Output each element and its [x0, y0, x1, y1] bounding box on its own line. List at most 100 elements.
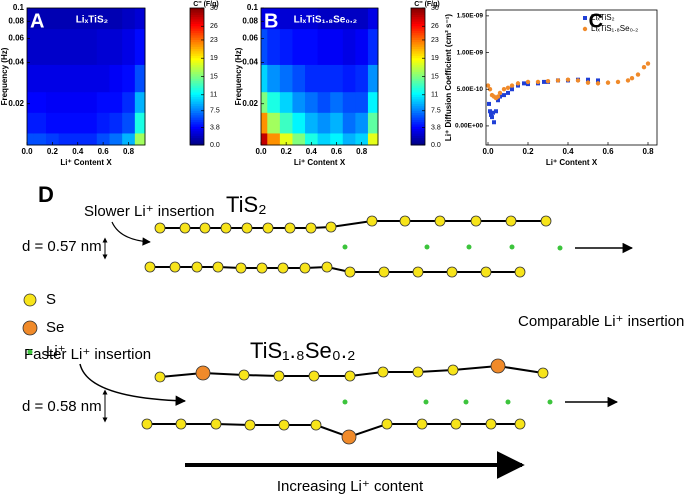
heat-cell	[317, 8, 331, 30]
heat-cell	[109, 91, 123, 113]
colorbar-segment	[411, 101, 425, 105]
heat-cell	[58, 91, 72, 113]
colorbar-segment	[411, 67, 425, 71]
colorbar-segment	[190, 90, 204, 93]
li-ion	[547, 399, 553, 405]
heat-cell	[367, 91, 379, 113]
s-atom	[273, 370, 285, 382]
heat-cell	[279, 112, 293, 134]
colorbar-segment	[411, 71, 425, 75]
x-tick-label: 0.4	[562, 147, 574, 156]
colorbar-segment	[190, 108, 204, 112]
heat-cell	[342, 112, 356, 134]
colorbar-segment	[190, 97, 204, 100]
li-ion	[342, 399, 348, 405]
colorbar-segment	[190, 133, 204, 137]
heat-cell	[109, 132, 123, 146]
x-tick-label: 0.4	[72, 147, 84, 156]
arrow	[79, 363, 187, 406]
colorbar-segment	[411, 42, 425, 46]
heat-cell	[355, 28, 369, 65]
colorbar-segment	[411, 97, 425, 100]
colorbar-segment	[411, 85, 425, 89]
s-atom	[537, 367, 549, 379]
colorbar-segment	[190, 23, 204, 27]
heat-cell	[305, 91, 319, 113]
heat-cell	[292, 8, 306, 30]
colorbar-segment	[411, 124, 425, 128]
point	[488, 109, 492, 114]
colorbar-segment	[190, 39, 204, 43]
colorbar-segment	[411, 62, 425, 66]
point	[516, 83, 520, 88]
colorbar-segment	[190, 129, 204, 132]
s-atom	[321, 261, 333, 273]
heat-cell	[96, 64, 110, 93]
colorbar-segment	[411, 78, 425, 82]
colorbar-tick-label: 26	[210, 23, 218, 30]
colorbar-segment	[190, 12, 204, 16]
s-atom	[220, 222, 232, 234]
s-atom	[470, 215, 482, 227]
s-atom	[446, 266, 458, 278]
colorbar-segment	[190, 60, 204, 64]
plot-frame	[485, 9, 658, 146]
panel-label: C	[589, 10, 603, 32]
formula: TiS₂	[226, 192, 267, 217]
legend-marker	[583, 16, 587, 20]
heat-cell	[58, 132, 72, 146]
li-ion	[342, 244, 348, 250]
s-atom	[381, 418, 393, 430]
heat-cell	[122, 112, 136, 134]
heat-cell	[58, 112, 72, 134]
colorbar-segment	[190, 131, 204, 135]
s-atom	[144, 261, 156, 273]
s-atom	[235, 262, 247, 274]
colorbar-segment	[190, 49, 204, 52]
y-axis-title: Frequency (Hz)	[234, 47, 243, 105]
heat-cell	[27, 112, 34, 134]
y-tick-label: 0.1	[247, 3, 259, 12]
y-tick-label: 1.00E-09	[457, 49, 484, 56]
heat-cell	[84, 28, 98, 65]
heat-cell	[261, 64, 268, 93]
heat-cell	[122, 91, 136, 113]
colorbar-segment	[190, 76, 204, 80]
y-tick-label: 0.04	[242, 58, 258, 67]
colorbar-segment	[190, 37, 204, 41]
heat-cell	[58, 8, 72, 30]
x-axis-title: Li⁺ Content X	[546, 158, 598, 167]
x-axis-title: Li⁺ Content X	[60, 158, 112, 167]
colorbar-segment	[190, 14, 204, 18]
point	[645, 61, 651, 66]
colorbar-segment	[190, 106, 204, 109]
s-atom	[141, 418, 153, 430]
colorbar-tick-label: 7.5	[431, 108, 441, 115]
colorbar-segment	[411, 115, 425, 119]
colorbar-segment	[411, 81, 425, 84]
colorbar-tick-label: 3.8	[431, 124, 441, 131]
diagram: D Slower Li⁺ insertion TiS₂ d = 0.57 nm …	[22, 182, 684, 495]
heat-cell	[33, 64, 47, 93]
heat-cell	[84, 112, 98, 134]
colorbar-segment	[411, 39, 425, 43]
point	[490, 115, 494, 120]
colorbar-segment	[411, 26, 425, 30]
heat-cell	[317, 132, 331, 146]
x-tick-label: 0.0	[482, 147, 494, 156]
legend-label: LiₓTiS₁.₈Se₀.₂	[591, 24, 638, 33]
point	[586, 77, 590, 82]
li-ion	[463, 399, 469, 405]
se-atom	[195, 365, 211, 381]
colorbar-segment	[411, 17, 425, 20]
colorbar-segment	[190, 71, 204, 75]
li-ion	[509, 244, 515, 250]
heat-cell	[279, 8, 293, 30]
point	[502, 93, 506, 98]
heat-cell	[261, 28, 268, 65]
heat-cell	[71, 91, 85, 113]
point	[535, 79, 541, 85]
colorbar-tick-label: 11	[431, 92, 438, 99]
heat-cell	[27, 132, 34, 146]
heat-cell	[46, 64, 60, 93]
